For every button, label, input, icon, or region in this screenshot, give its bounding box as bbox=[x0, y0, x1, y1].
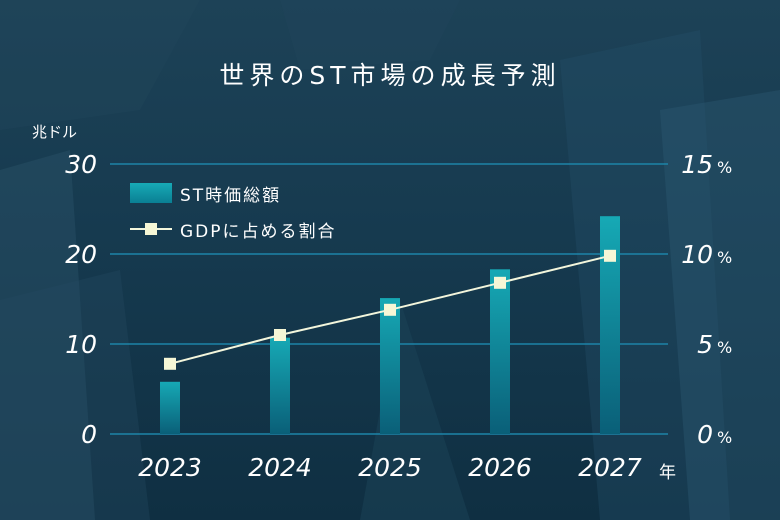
gdp-share-point-2027 bbox=[604, 249, 616, 262]
right-tick-unit: % bbox=[717, 158, 732, 177]
legend-line-swatch bbox=[130, 219, 172, 239]
bar-2027 bbox=[600, 216, 620, 434]
legend: ST時価総額 GDPに占める割合 bbox=[130, 178, 337, 250]
right-tick-label: 5 bbox=[697, 330, 713, 359]
left-axis-unit: 兆ドル bbox=[32, 123, 78, 141]
gdp-share-point-2025 bbox=[384, 303, 396, 316]
gdp-share-point-2026 bbox=[494, 276, 506, 289]
chart-title: 世界のST市場の成長予測 bbox=[219, 61, 561, 90]
left-tick-label: 20 bbox=[65, 240, 97, 269]
right-tick-unit: % bbox=[717, 338, 732, 357]
legend-bar-swatch bbox=[130, 183, 172, 203]
x-tick-label: 2023 bbox=[138, 453, 202, 482]
gdp-share-point-2024 bbox=[274, 329, 286, 341]
bar-2026 bbox=[490, 269, 510, 434]
left-tick-label: 0 bbox=[81, 420, 97, 449]
legend-label-gdp-share: GDPに占める割合 bbox=[180, 221, 337, 242]
left-tick-label: 30 bbox=[65, 150, 97, 179]
x-tick-label: 2025 bbox=[358, 453, 422, 482]
right-tick-label: 15 bbox=[681, 150, 713, 179]
gdp-share-point-2023 bbox=[164, 357, 176, 370]
left-tick-label: 10 bbox=[65, 330, 97, 359]
x-tick-label: 2024 bbox=[248, 453, 312, 482]
bar-2025 bbox=[380, 298, 400, 434]
bar-2023 bbox=[160, 381, 180, 434]
right-tick-unit: % bbox=[717, 428, 732, 447]
right-tick-unit: % bbox=[717, 248, 732, 267]
legend-item-gdp-share: GDPに占める割合 bbox=[130, 214, 337, 244]
x-tick-label: 2027 bbox=[578, 453, 642, 482]
bar-2024 bbox=[270, 337, 290, 434]
x-axis-unit: 年 bbox=[659, 463, 676, 483]
x-tick-label: 2026 bbox=[468, 453, 532, 482]
legend-item-market-cap: ST時価総額 bbox=[130, 178, 337, 208]
right-tick-label: 0 bbox=[697, 420, 713, 449]
right-tick-label: 10 bbox=[681, 240, 713, 269]
legend-label-market-cap: ST時価総額 bbox=[180, 185, 282, 206]
